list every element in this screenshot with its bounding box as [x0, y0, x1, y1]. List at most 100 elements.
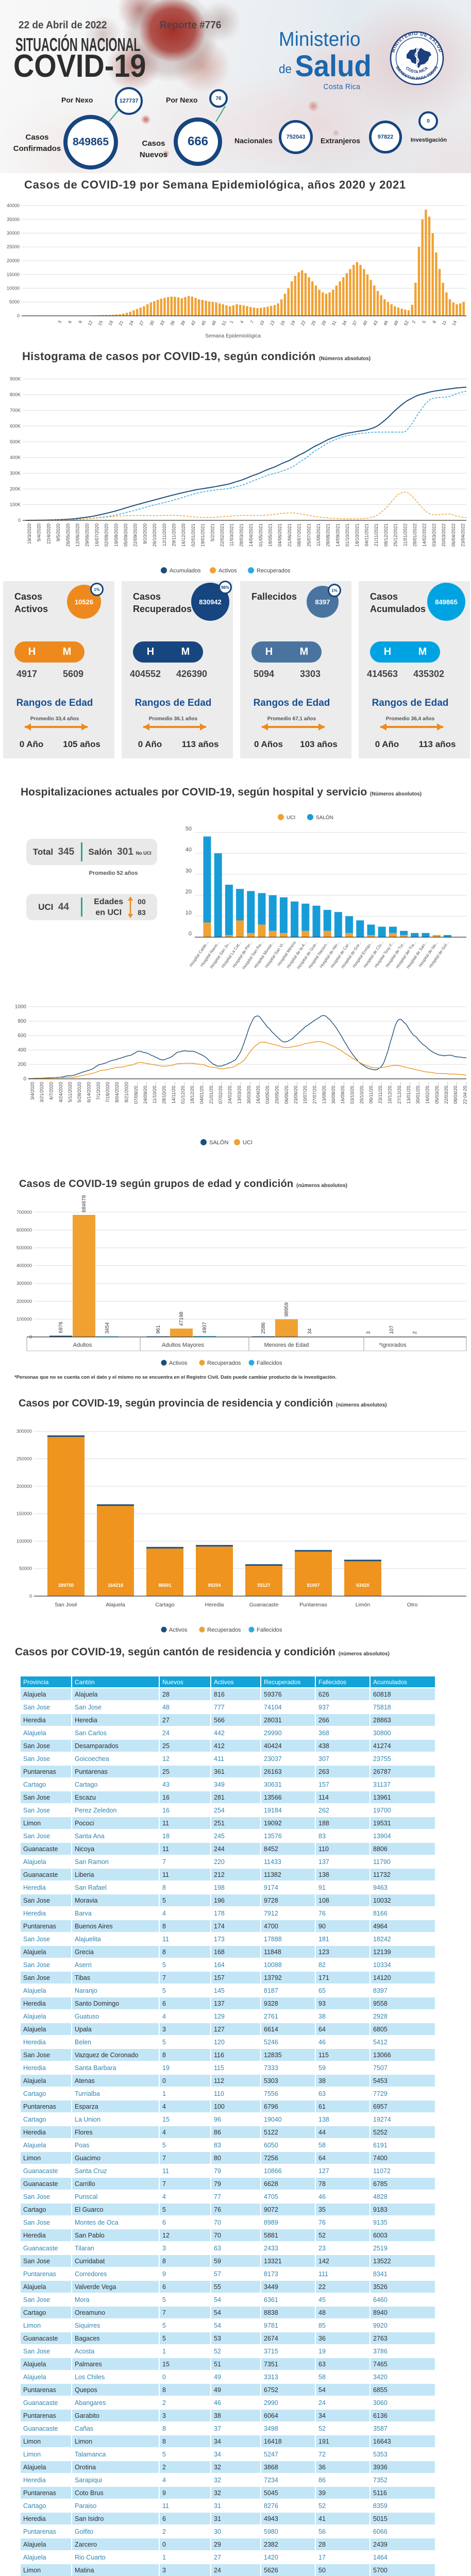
svg-text:0: 0	[189, 931, 192, 937]
svg-text:Menores de Edad: Menores de Edad	[264, 1342, 309, 1348]
svg-text:24: 24	[128, 319, 134, 326]
svg-text:25000: 25000	[7, 244, 20, 249]
svg-text:28/08/2021: 28/08/2021	[326, 523, 331, 547]
svg-text:03/10/20...: 03/10/20...	[350, 1082, 355, 1104]
svg-text:4: 4	[239, 319, 245, 324]
svg-text:07/02/20...: 07/02/20...	[218, 1082, 223, 1104]
svg-text:23/11/20...: 23/11/20...	[378, 1082, 383, 1104]
svg-text:55127: 55127	[257, 1583, 270, 1588]
svg-text:19/3/2020: 19/3/2020	[27, 523, 32, 544]
svg-text:SALÓN: SALÓN	[316, 814, 333, 821]
svg-text:100K: 100K	[10, 502, 21, 507]
svg-text:700000: 700000	[16, 1210, 32, 1215]
svg-text:Fallecidos: Fallecidos	[257, 1627, 282, 1633]
svg-text:04/01/20...: 04/01/20...	[199, 1082, 205, 1104]
svg-text:29/11/2020: 29/11/2020	[172, 523, 177, 546]
svg-text:19/08/2020: 19/08/2020	[113, 523, 119, 547]
svg-text:10: 10	[186, 910, 192, 916]
svg-text:7: 7	[249, 319, 255, 324]
svg-text:Alajuela: Alajuela	[106, 1602, 125, 1608]
svg-text:8/21/2020: 8/21/2020	[124, 1082, 129, 1103]
svg-text:961: 961	[156, 1325, 161, 1334]
svg-text:26/05/2020: 26/05/2020	[65, 523, 71, 547]
svg-text:35000: 35000	[7, 217, 20, 222]
svg-text:20/03/2022: 20/03/2022	[441, 523, 446, 547]
svg-text:20/10/20...: 20/10/20...	[359, 1082, 364, 1104]
svg-text:22/09/2020: 22/09/2020	[133, 523, 138, 547]
svg-text:20000: 20000	[7, 258, 20, 263]
svg-text:500000: 500000	[16, 1245, 32, 1250]
svg-text:8: 8	[431, 319, 437, 324]
svg-text:16/12/2020: 16/12/2020	[181, 523, 186, 547]
svg-text:45: 45	[200, 319, 207, 326]
svg-text:19: 19	[290, 319, 296, 326]
svg-text:15000: 15000	[7, 272, 20, 277]
svg-text:11/10/20...: 11/10/20...	[152, 1082, 157, 1104]
svg-text:06/11/20...: 06/11/20...	[368, 1082, 374, 1104]
svg-text:21/11/2021: 21/11/2021	[374, 523, 379, 546]
svg-text:40000: 40000	[7, 203, 20, 208]
svg-text:47198: 47198	[179, 1311, 184, 1326]
svg-text:48: 48	[210, 319, 217, 326]
svg-text:5/4/2020: 5/4/2020	[37, 523, 42, 541]
svg-text:22: 22	[300, 319, 307, 326]
svg-text:08/07/2021: 08/07/2021	[297, 523, 302, 547]
svg-text:43: 43	[372, 319, 379, 326]
svg-text:02/08/2020: 02/08/2020	[104, 523, 109, 547]
svg-text:500K: 500K	[10, 439, 21, 445]
svg-text:800K: 800K	[10, 392, 21, 397]
svg-text:UCI: UCI	[243, 1140, 253, 1146]
svg-text:27/07/20...: 27/07/20...	[312, 1082, 317, 1104]
svg-text:3: 3	[366, 1331, 372, 1334]
svg-text:28/10/20...: 28/10/20...	[162, 1082, 167, 1104]
svg-text:06/04/2022: 06/04/2022	[451, 523, 456, 547]
svg-text:24/09/20...: 24/09/20...	[143, 1082, 148, 1104]
svg-text:Adultos: Adultos	[73, 1342, 92, 1348]
svg-text:13/03/20...: 13/03/20...	[237, 1082, 242, 1104]
svg-text:8/04/2020: 8/04/2020	[114, 1082, 120, 1103]
svg-text:42: 42	[190, 319, 196, 326]
svg-text:5/2/2021: 5/2/2021	[210, 523, 215, 541]
svg-text:49: 49	[393, 319, 399, 326]
svg-text:UCI: UCI	[287, 815, 295, 821]
svg-text:12: 12	[87, 319, 93, 326]
svg-text:3/21/2020: 3/21/2020	[39, 1082, 44, 1103]
svg-text:18/05/2021: 18/05/2021	[268, 523, 273, 547]
svg-text:16/07/2020: 16/07/2020	[94, 523, 99, 547]
svg-text:0: 0	[29, 1594, 32, 1599]
svg-text:300K: 300K	[10, 471, 21, 476]
svg-text:20/05/20...: 20/05/20...	[275, 1082, 280, 1104]
svg-text:33: 33	[159, 319, 165, 326]
svg-text:6: 6	[67, 319, 73, 324]
svg-text:Recuperados: Recuperados	[207, 1360, 241, 1366]
svg-text:4/24/2020: 4/24/2020	[58, 1082, 63, 1103]
svg-text:10: 10	[259, 319, 265, 326]
svg-text:2586: 2586	[261, 1322, 266, 1334]
svg-text:04/11/2021: 04/11/2021	[364, 523, 369, 546]
svg-text:Hospital Calde...: Hospital Calde...	[189, 940, 210, 968]
svg-text:25: 25	[310, 319, 317, 326]
svg-text:34: 34	[307, 1328, 313, 1334]
svg-text:0: 0	[17, 313, 20, 318]
svg-text:30/01/20...: 30/01/20...	[415, 1082, 420, 1104]
svg-text:28/03/2021: 28/03/2021	[239, 523, 244, 547]
svg-text:200000: 200000	[16, 1484, 32, 1489]
svg-text:15: 15	[97, 319, 104, 326]
svg-text:14/02/2022: 14/02/2022	[422, 523, 427, 547]
svg-text:30000: 30000	[7, 231, 20, 236]
svg-text:34: 34	[341, 319, 348, 326]
svg-text:0: 0	[23, 1076, 26, 1082]
svg-text:Adultos Mayores: Adultos Mayores	[162, 1342, 204, 1348]
svg-text:SALÓN: SALÓN	[209, 1139, 228, 1146]
svg-text:11/03/2021: 11/03/2021	[229, 523, 234, 546]
svg-text:600K: 600K	[10, 423, 21, 429]
svg-text:21: 21	[117, 319, 124, 326]
svg-text:107: 107	[389, 1325, 395, 1334]
svg-text:200: 200	[18, 1062, 26, 1067]
svg-text:Otro: Otro	[407, 1602, 418, 1608]
svg-text:52: 52	[403, 319, 410, 326]
svg-text:16: 16	[279, 319, 286, 326]
svg-text:63420: 63420	[356, 1583, 369, 1588]
svg-text:16/09/20...: 16/09/20...	[340, 1082, 345, 1104]
svg-text:700K: 700K	[10, 408, 21, 413]
